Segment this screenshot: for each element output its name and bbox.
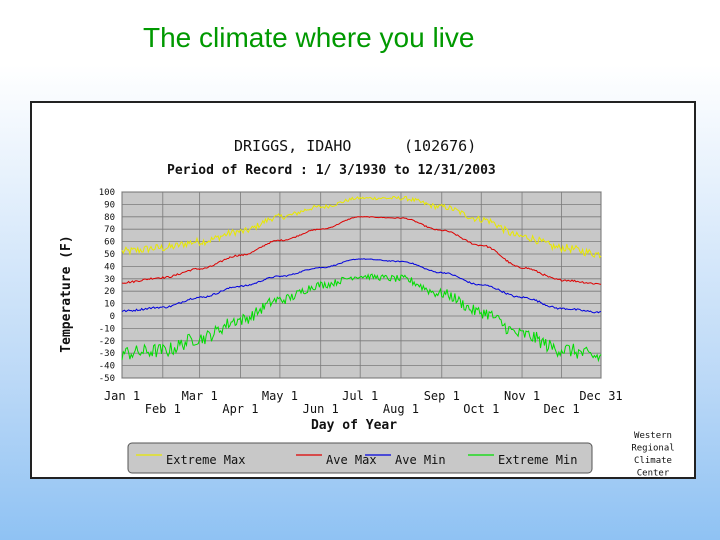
- series-line-ave-min: [121, 258, 602, 314]
- station-id: (102676): [404, 137, 476, 155]
- chart-subtitle: Period of Record : 1/ 3/1930 to 12/31/20…: [167, 163, 496, 178]
- x-tick-label: Nov 1: [504, 389, 540, 403]
- series-line-extreme-min: [121, 273, 602, 363]
- legend: Extreme Max Ave Max Ave Min Extreme Min: [136, 453, 577, 467]
- x-tick-labels: Jan 1 Mar 1 May 1 Jul 1 Sep 1 Nov 1 Dec 31 Feb …: [104, 389, 623, 416]
- x-tick-label: Jul 1: [342, 389, 378, 403]
- legend-label: Ave Max: [326, 453, 377, 467]
- x-tick-label: Sep 1: [424, 389, 460, 403]
- legend-label: Ave Min: [395, 453, 446, 467]
- x-tick-label: Jun 1: [303, 402, 339, 416]
- credit-line: Climate: [634, 456, 672, 466]
- y-tick-label: 10: [104, 300, 115, 310]
- y-tick-label: 90: [104, 200, 115, 210]
- credit-line: Center: [637, 469, 670, 479]
- grid-lines: [121, 191, 602, 379]
- y-tick-label: -30: [99, 349, 115, 359]
- credit-line: Western: [634, 431, 672, 441]
- plot-area: [121, 191, 602, 379]
- y-tick-label: -50: [99, 374, 115, 384]
- y-tick-label: -20: [99, 337, 115, 347]
- y-tick-label: 0: [110, 312, 115, 322]
- x-tick-label: Jan 1: [104, 389, 140, 403]
- x-tick-label: May 1: [262, 389, 298, 403]
- x-tick-label: Oct 1: [463, 402, 499, 416]
- y-tick-label: 20: [104, 287, 115, 297]
- y-tick-label: 40: [104, 262, 115, 272]
- legend-label: Extreme Min: [498, 453, 577, 467]
- x-axis-label: Day of Year: [311, 418, 397, 433]
- legend-box: [127, 442, 593, 474]
- chart-title: DRIGGS, IDAHO: [234, 137, 351, 155]
- y-tick-label: 30: [104, 275, 115, 285]
- x-tick-label: Aug 1: [383, 402, 419, 416]
- x-tick-label: Dec 31: [579, 389, 622, 403]
- y-tick-label: -10: [99, 324, 115, 334]
- x-tick-label: Dec 1: [543, 402, 579, 416]
- legend-label: Extreme Max: [166, 453, 245, 467]
- series-line-ave-max: [121, 216, 602, 285]
- x-tick-label: Apr 1: [222, 402, 258, 416]
- y-tick-label: -40: [99, 362, 115, 372]
- x-tick-label: Feb 1: [145, 402, 181, 416]
- series-lines: [121, 195, 602, 363]
- x-tick-label: Mar 1: [182, 389, 218, 403]
- series-line-extreme-max: [121, 195, 602, 259]
- y-tick-label: 50: [104, 250, 115, 260]
- y-tick-label: 100: [99, 188, 115, 198]
- slide-title: The climate where you live: [143, 22, 475, 53]
- y-tick-label: 70: [104, 225, 115, 235]
- y-tick-label: 60: [104, 238, 115, 248]
- credit-text: Western Regional Climate Center: [631, 431, 674, 479]
- y-tick-label: 80: [104, 213, 115, 223]
- y-axis-label: Temperature (F): [59, 235, 74, 352]
- credit-line: Regional: [631, 444, 674, 454]
